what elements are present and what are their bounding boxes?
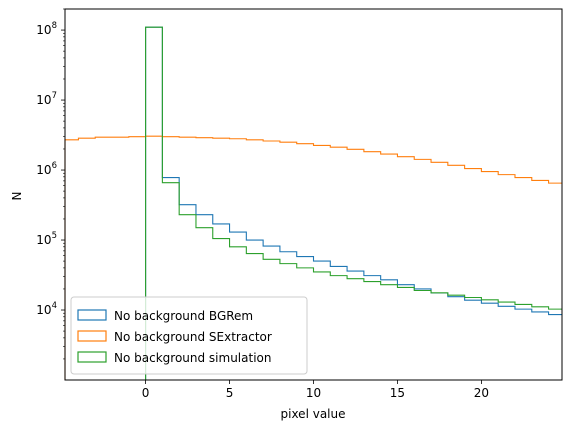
x-tick-label: 0 <box>142 386 150 400</box>
y-tick-label: 104 <box>36 301 57 317</box>
y-tick-label: 106 <box>36 161 57 177</box>
y-axis-label: N <box>10 192 24 201</box>
series-step-no-background-bgrem <box>145 26 562 380</box>
y-tick-label: 105 <box>36 231 57 247</box>
legend: No background BGRem No background SExtra… <box>70 296 308 375</box>
legend-swatch-simulation <box>77 351 107 363</box>
series-step-no-background-simulation <box>145 26 562 380</box>
legend-label-sextractor: No background SExtractor <box>114 330 272 344</box>
legend-entry-simulation: No background simulation <box>77 351 271 365</box>
x-tick-label: 10 <box>306 386 321 400</box>
legend-entry-sextractor: No background SExtractor <box>77 330 272 344</box>
y-tick-label: 108 <box>36 21 57 37</box>
legend-box <box>70 296 308 375</box>
legend-swatch-bgrem <box>77 309 107 321</box>
legend-label-bgrem: No background BGRem <box>114 309 253 323</box>
x-axis-label: pixel value <box>281 407 346 421</box>
y-ticks-layer: 104 105 106 107 108 <box>36 8 65 360</box>
legend-entry-bgrem: No background BGRem <box>77 309 253 323</box>
x-tick-label: 15 <box>390 386 405 400</box>
legend-swatch-sextractor <box>77 330 107 342</box>
legend-label-simulation: No background simulation <box>114 351 271 365</box>
x-ticks-layer: 0 5 10 15 20 <box>142 380 489 400</box>
x-tick-label: 20 <box>474 386 489 400</box>
series-layer <box>64 26 562 380</box>
y-tick-label: 107 <box>36 91 57 107</box>
x-tick-label: 5 <box>226 386 234 400</box>
